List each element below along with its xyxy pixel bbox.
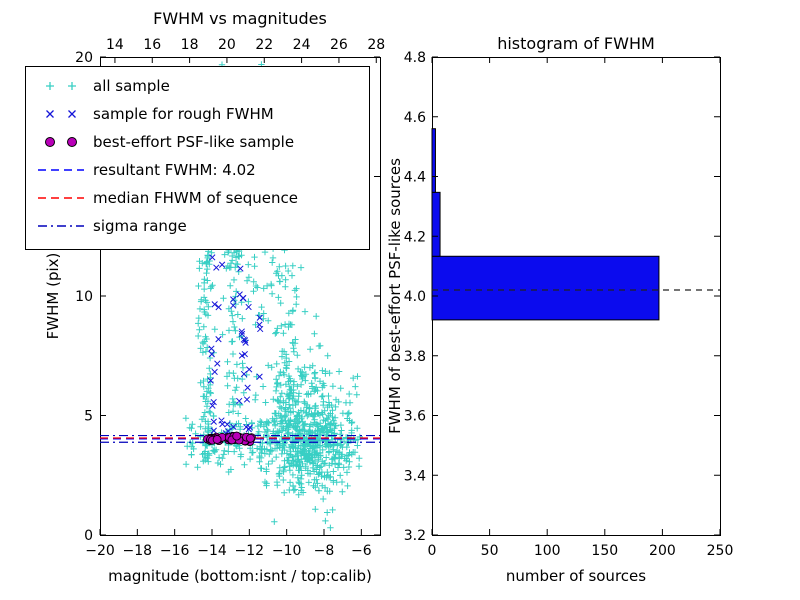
legend-label: sigma range: [93, 217, 187, 235]
histogram-y-tick-label: 3.2: [404, 528, 426, 544]
histogram-bar: [431, 191, 441, 257]
histogram-x-tick-label: 50: [481, 543, 499, 559]
scatter-top-tick-label: 18: [181, 37, 199, 53]
histogram-y-tick-label: 3.8: [404, 349, 426, 365]
histogram-title: histogram of FWHM: [497, 34, 655, 53]
scatter-top-tick-label: 26: [330, 37, 348, 53]
histogram-bar: [431, 255, 660, 321]
all-sample-points: [182, 61, 363, 531]
scatter-x-tick-label: −8: [314, 543, 335, 559]
scatter-top-tick-label: 22: [255, 37, 273, 53]
histogram-y-tick-label: 4.2: [404, 229, 426, 245]
scatter-x-tick-label: −6: [351, 543, 372, 559]
scatter-plot: −20 −18 −16 −14 −12 −10 −8 −6 14 16 18 20 22 24 26 28 0 5…: [75, 37, 385, 559]
legend-item-all-sample: all sample: [46, 77, 170, 95]
histogram-bar: [431, 128, 436, 193]
scatter-ticks: −20 −18 −16 −14 −12 −10 −8 −6 14 16 18 20 22 24 26 28 0 5…: [75, 37, 385, 559]
legend-label: best-effort PSF-like sample: [93, 133, 294, 151]
best-effort-psf-like-sample-points: [203, 431, 256, 447]
histogram-x-tick-label: 150: [591, 543, 618, 559]
legend-label: median FHWM of sequence: [93, 189, 298, 207]
histogram-y-tick-label: 3.6: [404, 409, 426, 425]
scatter-x-tick-label: −18: [123, 543, 153, 559]
histogram-y-tick-label: 4.8: [404, 50, 426, 66]
legend-item-best-effort-psf-like-sample: best-effort PSF-like sample: [45, 133, 294, 151]
scatter-x-tick-label: −16: [160, 543, 190, 559]
scatter-top-tick-label: 20: [218, 37, 236, 53]
scatter-title: FWHM vs magnitudes: [153, 9, 327, 28]
legend-item-median-fhwm-of-sequence: median FHWM of sequence: [38, 189, 298, 207]
histogram-ticks: 0 50 100 150 200 250 3.2 3.4 3.6 3.8 4.0 4.2 4.4 4.6 4…: [404, 50, 734, 559]
legend-item-sample-for-rough-fwhm: sample for rough FWHM: [46, 105, 274, 123]
histogram-y-tick-label: 4.4: [404, 170, 426, 186]
scatter-x-tick-label: −10: [272, 543, 302, 559]
legend-item-resultant-fwhm-4-02: resultant FWHM: 4.02: [38, 161, 256, 179]
histogram-ylabel: FWHM of best-effort PSF-like sources: [386, 158, 404, 434]
scatter-top-tick-label: 28: [367, 37, 385, 53]
legend-label: all sample: [93, 77, 170, 95]
legend-item-sigma-range: sigma range: [38, 217, 187, 235]
histogram-plot: 0 50 100 150 200 250 3.2 3.4 3.6 3.8 4.0 4.2 4.4 4.6 4…: [404, 50, 734, 559]
scatter-top-tick-label: 16: [143, 37, 161, 53]
scatter-y-tick-label: 0: [84, 528, 93, 544]
scatter-x-tick-label: −20: [85, 543, 115, 559]
scatter-x-tick-label: −12: [235, 543, 265, 559]
histogram-xlabel: number of sources: [506, 567, 646, 585]
scatter-top-tick-label: 24: [293, 37, 311, 53]
histogram-x-tick-label: 100: [534, 543, 561, 559]
scatter-top-tick-label: 14: [106, 37, 124, 53]
scatter-ylabel: FWHM (pix): [44, 253, 62, 340]
histogram-bars: [431, 128, 660, 321]
scatter-x-tick-label: −14: [197, 543, 227, 559]
scatter-y-tick-label: 20: [75, 50, 93, 66]
histogram-x-tick-label: 0: [428, 543, 437, 559]
legend: all sample sample for rough FWHM best-effo…: [25, 66, 370, 250]
legend-label: sample for rough FWHM: [93, 105, 274, 123]
legend-box: [25, 66, 370, 250]
scatter-y-tick-label: 10: [75, 289, 93, 305]
legend-label: resultant FWHM: 4.02: [93, 161, 256, 179]
histogram-x-tick-label: 200: [649, 543, 676, 559]
histogram-y-tick-label: 3.4: [404, 468, 426, 484]
sample-for-rough-fwhm-points: [207, 254, 264, 438]
scatter-y-tick-label: 5: [84, 409, 93, 425]
histogram-y-tick-label: 4.6: [404, 110, 426, 126]
histogram-y-tick-label: 4.0: [404, 289, 426, 305]
scatter-xlabel: magnitude (bottom:isnt / top:calib): [108, 567, 372, 585]
histogram-x-tick-label: 250: [707, 543, 734, 559]
